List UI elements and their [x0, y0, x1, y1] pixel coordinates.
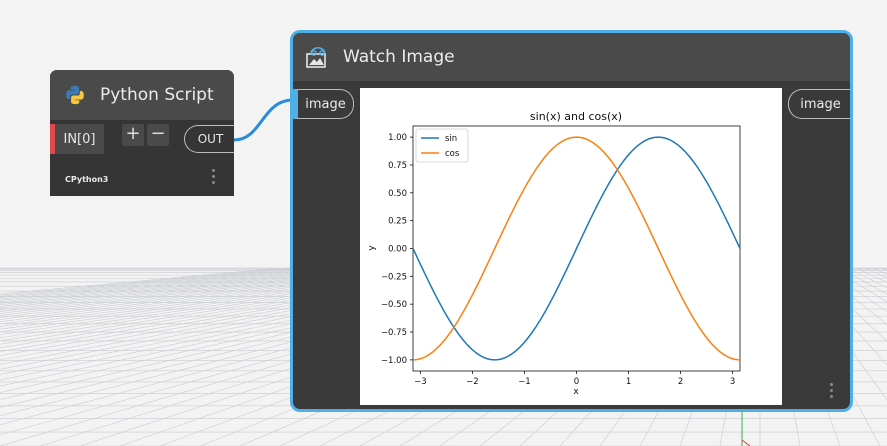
y-tick-label: 1.00	[388, 133, 407, 143]
x-tick-label: −3	[414, 377, 427, 387]
y-axis-label: y	[367, 245, 377, 251]
y-tick-label: −1.00	[381, 356, 407, 366]
node-title: Python Script	[100, 85, 214, 105]
python-script-header[interactable]: Python Script	[50, 70, 234, 120]
chart-title: sin(x) and cos(x)	[530, 110, 622, 123]
y-tick-label: 0.00	[388, 245, 407, 255]
series-line-cos	[412, 136, 741, 361]
image-preview: sin(x) and cos(x) −1.00 −0.75 −0.50 −0.25 0.…	[360, 88, 782, 405]
y-tick-label: 0.75	[388, 161, 407, 171]
output-port-image[interactable]: image	[788, 89, 850, 119]
series-line-sin	[412, 136, 741, 361]
y-tick-label: −0.50	[381, 300, 407, 310]
output-port-out[interactable]: OUT	[184, 125, 234, 153]
x-axis-marker	[741, 439, 751, 446]
y-tick-label: −0.75	[381, 328, 407, 338]
watch-image-icon	[306, 46, 326, 68]
x-tick-label: 2	[678, 377, 683, 387]
legend-label-sin: sin	[445, 134, 457, 144]
input-port-image[interactable]: image	[293, 89, 354, 119]
x-axis-label: x	[573, 387, 579, 397]
remove-input-button[interactable]: −	[147, 124, 169, 146]
python-script-node[interactable]: Python Script IN[0] + − OUT CPython3	[50, 70, 234, 196]
y-tick-label: −0.25	[381, 272, 407, 282]
x-tick-label: −2	[466, 377, 479, 387]
y-tick-label: 0.25	[388, 217, 407, 227]
legend: sin cos	[415, 128, 469, 163]
x-tick-label: 0	[574, 377, 579, 387]
line-chart: sin(x) and cos(x) −1.00 −0.75 −0.50 −0.25 0.…	[367, 110, 741, 397]
y-tick-label: 0.50	[388, 189, 407, 199]
x-tick-label: 1	[626, 377, 631, 387]
x-tick-label: 3	[730, 377, 735, 387]
node-menu-icon[interactable]	[830, 383, 834, 398]
legend-label-cos: cos	[445, 149, 460, 159]
input-port-in0[interactable]: IN[0]	[50, 124, 104, 154]
x-tick-label: −1	[518, 377, 531, 387]
python-logo-icon	[66, 85, 84, 105]
node-title: Watch Image	[343, 47, 455, 67]
watch-image-node[interactable]: Watch Image image image sin(x) and cos(x…	[290, 30, 853, 412]
engine-label: CPython3	[65, 175, 109, 184]
watch-image-header[interactable]: Watch Image	[293, 33, 850, 81]
node-menu-icon[interactable]	[212, 169, 216, 184]
add-input-button[interactable]: +	[122, 124, 144, 146]
